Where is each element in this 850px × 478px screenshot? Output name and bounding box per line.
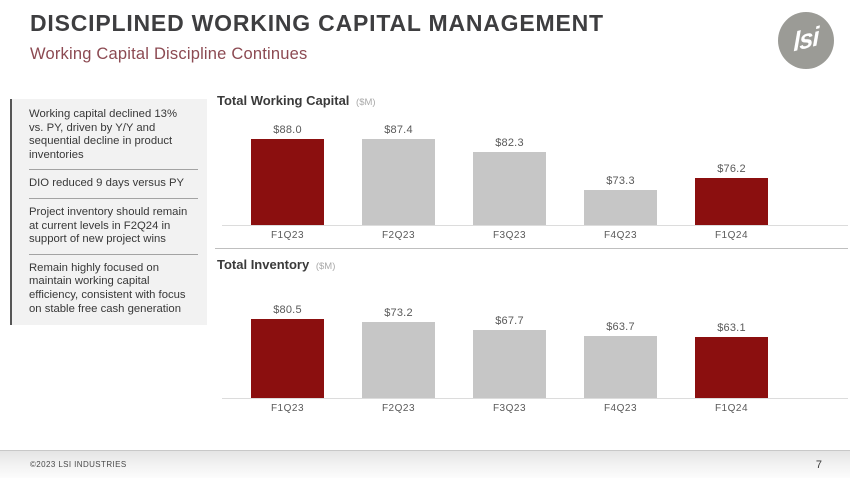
bar-F1Q24	[695, 178, 768, 225]
x-axis-label: F1Q23	[270, 230, 305, 241]
x-axis-labels: F1Q23 F2Q23 F3Q23 F4Q23 F1Q24	[232, 230, 787, 241]
bar-column-F2Q23: $73.2	[343, 304, 454, 398]
bar-column-F1Q23: $80.5	[232, 304, 343, 398]
charts-area: Total Working Capital ($M) $88.0 $87.4 $82…	[215, 0, 850, 478]
chart-divider	[215, 248, 848, 249]
x-axis-labels: F1Q23 F2Q23 F3Q23 F4Q23 F1Q24	[232, 403, 787, 414]
chart-unit-label: ($M)	[356, 97, 376, 108]
note-item: Project inventory should remain at curre…	[29, 199, 198, 255]
chart-unit-label: ($M)	[315, 261, 336, 272]
page-title: DISCIPLINED WORKING CAPITAL MANAGEMENT	[30, 10, 604, 36]
note-item: DIO reduced 9 days versus PY	[29, 170, 198, 199]
bar-F3Q23	[473, 330, 546, 398]
bar-column-F1Q24: $63.1	[676, 304, 787, 398]
sidebar-notes: Working capital declined 13% vs. PY, dri…	[10, 99, 207, 326]
bar-F1Q24	[695, 337, 768, 398]
x-axis-label: F2Q23	[381, 230, 416, 241]
bar-column-F2Q23: $87.4	[343, 124, 454, 225]
x-axis-label: F1Q24	[714, 403, 749, 414]
bar-column-F4Q23: $73.3	[565, 124, 676, 225]
x-axis-label: F4Q23	[603, 403, 638, 414]
bar-value-label: $73.3	[606, 175, 635, 187]
x-axis-label: F2Q23	[381, 403, 416, 414]
bar-value-label: $67.7	[495, 315, 524, 327]
bar-F1Q23	[251, 139, 324, 225]
bar-column-F3Q23: $82.3	[454, 124, 565, 225]
bar-value-label: $63.1	[717, 322, 746, 334]
chart-title-total-inventory: Total Inventory ($M)	[217, 257, 335, 272]
chart-total-working-capital: $88.0 $87.4 $82.3 $73.3 $76.2	[232, 124, 787, 225]
x-axis-line	[222, 225, 848, 226]
x-axis-label: F3Q23	[492, 403, 527, 414]
x-axis-label: F4Q23	[603, 230, 638, 241]
note-item: Working capital declined 13% vs. PY, dri…	[29, 101, 198, 171]
bar-value-label: $82.3	[495, 137, 524, 149]
bar-F3Q23	[473, 152, 546, 225]
note-item: Remain highly focused on maintain workin…	[29, 261, 186, 315]
bar-F4Q23	[584, 190, 657, 225]
page-number: 7	[815, 458, 822, 471]
bar-F4Q23	[584, 336, 657, 398]
bar-column-F3Q23: $67.7	[454, 304, 565, 398]
lsi-logo: lsi	[778, 12, 834, 69]
x-axis-label: F3Q23	[492, 230, 527, 241]
slide-footer: ©2023 LSI INDUSTRIES 7	[0, 450, 850, 478]
chart-title-text: Total Working Capital	[217, 93, 350, 108]
bar-column-F4Q23: $63.7	[565, 304, 676, 398]
chart-total-inventory: $80.5 $73.2 $67.7 $63.7 $63.1	[232, 304, 787, 398]
bar-value-label: $76.2	[717, 163, 746, 175]
bar-column-F1Q24: $76.2	[676, 124, 787, 225]
x-axis-label: F1Q24	[714, 230, 749, 241]
bar-value-label: $63.7	[606, 321, 635, 333]
bar-F2Q23	[362, 139, 435, 225]
page-subtitle: Working Capital Discipline Continues	[30, 45, 308, 63]
chart-title-total-working-capital: Total Working Capital ($M)	[217, 93, 376, 108]
x-axis-line	[222, 398, 848, 399]
bar-column-F1Q23: $88.0	[232, 124, 343, 225]
bar-F2Q23	[362, 322, 435, 398]
bar-value-label: $88.0	[273, 124, 302, 136]
bar-value-label: $87.4	[384, 124, 413, 136]
bar-F1Q23	[251, 319, 324, 398]
x-axis-label: F1Q23	[270, 403, 305, 414]
bar-value-label: $80.5	[273, 304, 302, 316]
copyright-text: ©2023 LSI INDUSTRIES	[30, 460, 127, 469]
chart-title-text: Total Inventory	[217, 257, 310, 272]
bar-value-label: $73.2	[384, 307, 413, 319]
